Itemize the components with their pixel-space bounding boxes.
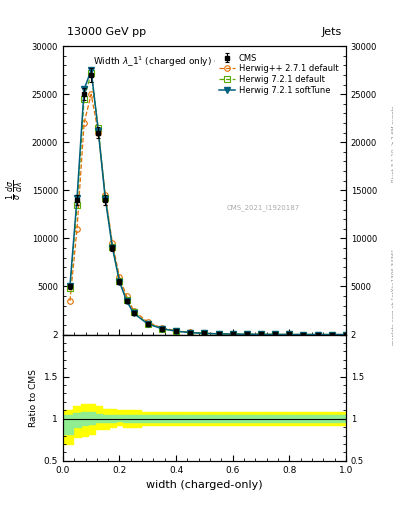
Herwig++ 2.7.1 default xyxy=(124,293,129,299)
Herwig 7.2.1 default xyxy=(145,321,150,327)
Herwig 7.2.1 softTune xyxy=(96,127,101,134)
Line: Herwig++ 2.7.1 default: Herwig++ 2.7.1 default xyxy=(67,91,349,337)
Herwig++ 2.7.1 default xyxy=(230,331,235,337)
Herwig 7.2.1 default xyxy=(131,309,136,315)
Herwig 7.2.1 default xyxy=(96,125,101,131)
Herwig 7.2.1 default xyxy=(315,331,320,337)
Herwig++ 2.7.1 default xyxy=(68,298,72,304)
Herwig 7.2.1 default xyxy=(329,331,334,337)
Herwig++ 2.7.1 default xyxy=(75,226,79,232)
Herwig++ 2.7.1 default xyxy=(131,308,136,314)
Herwig++ 2.7.1 default xyxy=(110,240,115,246)
Herwig 7.2.1 softTune xyxy=(160,326,164,332)
Herwig 7.2.1 default xyxy=(343,331,348,337)
Herwig 7.2.1 softTune xyxy=(82,87,86,93)
Text: Rivet 3.1.10, ≥ 2.6M events: Rivet 3.1.10, ≥ 2.6M events xyxy=(392,105,393,182)
Herwig 7.2.1 default xyxy=(117,278,122,284)
Herwig 7.2.1 default xyxy=(301,331,306,337)
Herwig 7.2.1 softTune xyxy=(202,330,207,336)
Herwig 7.2.1 softTune xyxy=(145,321,150,327)
Herwig 7.2.1 softTune xyxy=(329,331,334,337)
Text: mcplots.cern.ch [arXiv:1306.3436]: mcplots.cern.ch [arXiv:1306.3436] xyxy=(392,249,393,345)
Herwig 7.2.1 softTune xyxy=(259,331,263,337)
Herwig 7.2.1 default xyxy=(230,331,235,337)
Herwig 7.2.1 default xyxy=(273,331,277,337)
Herwig 7.2.1 default xyxy=(103,195,108,201)
Herwig 7.2.1 default xyxy=(82,96,86,102)
Y-axis label: $\frac{1}{\sigma}\,\frac{d\sigma}{d\lambda}$: $\frac{1}{\sigma}\,\frac{d\sigma}{d\lamb… xyxy=(5,180,26,200)
Herwig 7.2.1 softTune xyxy=(103,196,108,202)
Herwig 7.2.1 default xyxy=(124,297,129,303)
Herwig++ 2.7.1 default xyxy=(188,329,193,335)
Herwig++ 2.7.1 default xyxy=(96,130,101,136)
Legend: CMS, Herwig++ 2.7.1 default, Herwig 7.2.1 default, Herwig 7.2.1 softTune: CMS, Herwig++ 2.7.1 default, Herwig 7.2.… xyxy=(215,50,342,98)
Line: Herwig 7.2.1 default: Herwig 7.2.1 default xyxy=(67,70,349,337)
Herwig++ 2.7.1 default xyxy=(216,331,221,337)
Herwig 7.2.1 softTune xyxy=(174,328,178,334)
Herwig++ 2.7.1 default xyxy=(329,331,334,337)
Herwig 7.2.1 default xyxy=(188,330,193,336)
Herwig 7.2.1 default xyxy=(244,331,249,337)
Herwig 7.2.1 softTune xyxy=(117,279,122,285)
Herwig 7.2.1 softTune xyxy=(216,331,221,337)
Herwig 7.2.1 softTune xyxy=(315,331,320,337)
Herwig 7.2.1 default xyxy=(68,285,72,291)
Herwig 7.2.1 default xyxy=(89,70,94,76)
Herwig++ 2.7.1 default xyxy=(160,325,164,331)
Herwig 7.2.1 softTune xyxy=(110,244,115,250)
Herwig++ 2.7.1 default xyxy=(343,331,348,337)
Herwig 7.2.1 default xyxy=(259,331,263,337)
Herwig 7.2.1 default xyxy=(287,331,292,337)
Herwig 7.2.1 softTune xyxy=(188,330,193,336)
Herwig 7.2.1 default xyxy=(160,326,164,332)
Herwig++ 2.7.1 default xyxy=(89,91,94,97)
Herwig 7.2.1 softTune xyxy=(68,283,72,289)
Herwig 7.2.1 default xyxy=(216,331,221,337)
Herwig++ 2.7.1 default xyxy=(244,331,249,337)
X-axis label: width (charged-only): width (charged-only) xyxy=(146,480,263,490)
Herwig 7.2.1 default xyxy=(202,330,207,336)
Text: 13000 GeV pp: 13000 GeV pp xyxy=(67,27,146,37)
Herwig 7.2.1 softTune xyxy=(75,195,79,201)
Herwig 7.2.1 softTune xyxy=(287,331,292,337)
Herwig 7.2.1 softTune xyxy=(343,331,348,337)
Herwig++ 2.7.1 default xyxy=(174,328,178,334)
Line: Herwig 7.2.1 softTune: Herwig 7.2.1 softTune xyxy=(67,68,349,337)
Herwig 7.2.1 softTune xyxy=(230,331,235,337)
Text: Width $\lambda\_1^1$ (charged only) (CMS jet substructure): Width $\lambda\_1^1$ (charged only) (CMS… xyxy=(93,55,316,69)
Herwig++ 2.7.1 default xyxy=(202,330,207,336)
Herwig 7.2.1 default xyxy=(110,244,115,250)
Herwig++ 2.7.1 default xyxy=(145,319,150,325)
Herwig++ 2.7.1 default xyxy=(259,331,263,337)
Herwig 7.2.1 default xyxy=(174,328,178,334)
Herwig++ 2.7.1 default xyxy=(315,331,320,337)
Herwig 7.2.1 default xyxy=(75,202,79,208)
Herwig++ 2.7.1 default xyxy=(287,331,292,337)
Herwig++ 2.7.1 default xyxy=(117,274,122,280)
Herwig 7.2.1 softTune xyxy=(244,331,249,337)
Herwig++ 2.7.1 default xyxy=(273,331,277,337)
Herwig 7.2.1 softTune xyxy=(131,310,136,316)
Herwig 7.2.1 softTune xyxy=(273,331,277,337)
Text: CMS_2021_I1920187: CMS_2021_I1920187 xyxy=(227,204,300,211)
Herwig 7.2.1 softTune xyxy=(89,67,94,73)
Herwig++ 2.7.1 default xyxy=(103,192,108,198)
Herwig++ 2.7.1 default xyxy=(301,331,306,337)
Herwig++ 2.7.1 default xyxy=(82,120,86,126)
Text: Jets: Jets xyxy=(321,27,342,37)
Y-axis label: Ratio to CMS: Ratio to CMS xyxy=(29,369,38,426)
Herwig 7.2.1 softTune xyxy=(124,297,129,304)
Herwig 7.2.1 softTune xyxy=(301,331,306,337)
